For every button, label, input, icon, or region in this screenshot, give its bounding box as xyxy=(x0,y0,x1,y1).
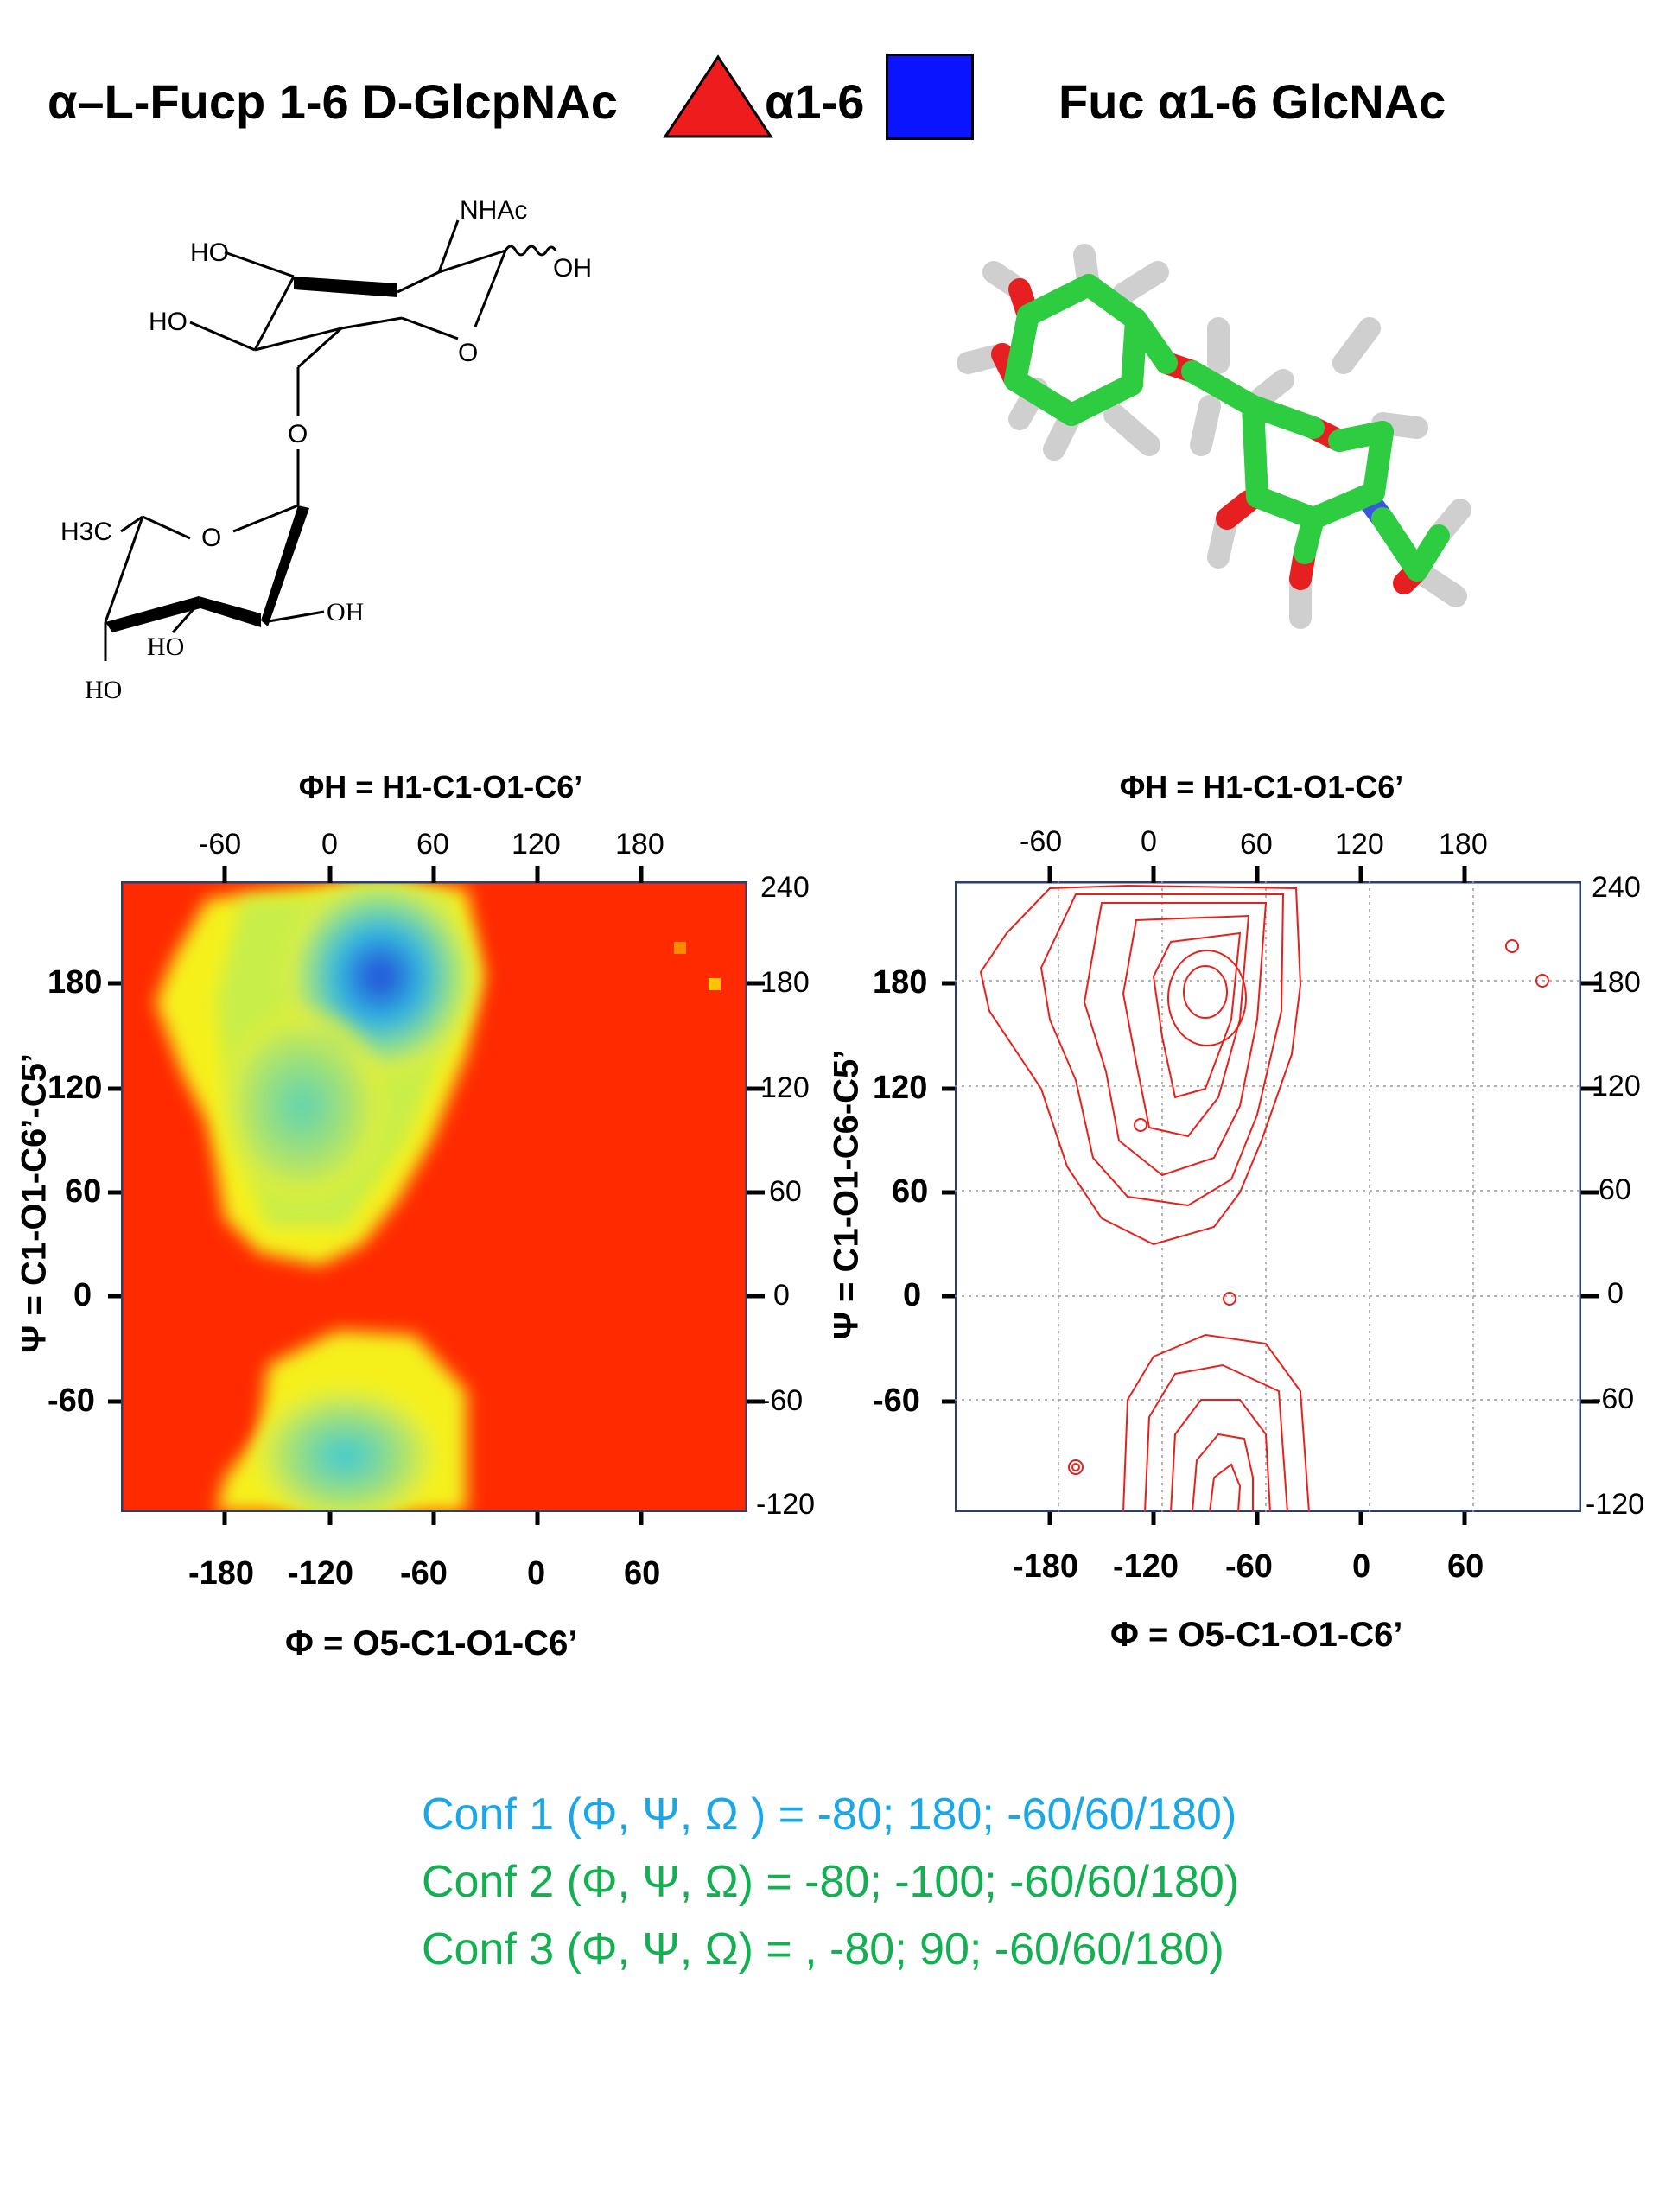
label-o-link: O xyxy=(288,420,308,448)
left-right-tick: 240 xyxy=(760,871,810,904)
left-y-tick: 60 xyxy=(65,1173,102,1210)
axis-tick-marks xyxy=(108,866,1599,1525)
left-right-tick: -60 xyxy=(760,1384,804,1417)
right-right-tick: 120 xyxy=(1592,1070,1641,1103)
left-right-tick: 120 xyxy=(760,1071,810,1104)
right-plot-top-title: ΦH = H1-C1-O1-C6’ xyxy=(1119,769,1404,804)
conf-3-text: Conf 3 (Φ, Ψ, Ω) = , -80; 90; -60/60/180… xyxy=(422,1924,1224,1974)
left-x-tick: 0 xyxy=(527,1555,546,1592)
right-right-tick: -120 xyxy=(1586,1488,1645,1521)
left-y-tick: 120 xyxy=(48,1070,103,1106)
label-nhac: NHAc xyxy=(460,196,527,225)
left-top-tick: 60 xyxy=(416,828,449,861)
left-heatmap-plot xyxy=(121,881,747,1512)
left-y-tick: -60 xyxy=(48,1382,95,1419)
label-o-ring-2: O xyxy=(201,524,221,552)
right-x-tick: 60 xyxy=(1447,1548,1484,1585)
right-y-tick: 180 xyxy=(873,964,928,1001)
right-y-axis-label: Ψ = C1-O1-C6-C5’ xyxy=(827,1049,866,1340)
right-right-tick: 240 xyxy=(1592,871,1641,904)
label-ho-4: HO xyxy=(85,676,122,704)
left-right-tick: 0 xyxy=(773,1279,790,1312)
left-x-tick: 60 xyxy=(624,1555,661,1592)
label-o-ring-1: O xyxy=(458,339,478,367)
square-symbol xyxy=(886,54,974,140)
label-ho-3: HO xyxy=(147,632,184,661)
linkage-label: α1-6 xyxy=(765,74,865,129)
right-contour-plot xyxy=(955,881,1581,1512)
right-top-tick: 0 xyxy=(1141,825,1157,858)
right-right-tick: 180 xyxy=(1592,966,1641,999)
title-left: α–L-Fucp 1-6 D-GlcpNAc xyxy=(48,74,618,129)
right-right-tick: 0 xyxy=(1607,1277,1624,1310)
left-top-tick: 120 xyxy=(512,828,561,861)
right-x-tick: -180 xyxy=(1013,1548,1079,1585)
right-top-tick: -60 xyxy=(1020,825,1063,858)
left-x-tick: -60 xyxy=(400,1555,448,1592)
left-y-tick: 0 xyxy=(73,1277,92,1313)
molecule-3d-model xyxy=(957,244,1471,629)
right-top-tick: 60 xyxy=(1240,828,1273,861)
left-y-axis-label: Ψ = C1-O1-C6’-C5’ xyxy=(15,1053,54,1353)
right-x-tick: -60 xyxy=(1225,1548,1273,1585)
left-top-tick: -60 xyxy=(199,828,242,861)
left-x-tick: -120 xyxy=(288,1555,354,1592)
right-y-tick: -60 xyxy=(873,1382,920,1419)
left-y-tick: 180 xyxy=(48,964,103,1001)
label-ho-1: HO xyxy=(190,238,229,267)
right-y-tick: 60 xyxy=(892,1173,929,1210)
right-x-axis-label: Φ = O5-C1-O1-C6’ xyxy=(1110,1616,1403,1654)
right-right-tick: -60 xyxy=(1592,1382,1635,1415)
label-oh-1: OH xyxy=(553,254,592,283)
right-top-tick: 180 xyxy=(1439,828,1488,861)
left-top-tick: 0 xyxy=(321,828,338,861)
title-right: Fuc α1-6 GlcNAc xyxy=(1058,74,1446,129)
left-x-tick: -180 xyxy=(188,1555,255,1592)
right-top-tick: 120 xyxy=(1335,828,1384,861)
left-top-tick: 180 xyxy=(615,828,664,861)
right-x-tick: -120 xyxy=(1113,1548,1179,1585)
left-x-axis-label: Φ = O5-C1-O1-C6’ xyxy=(285,1624,578,1662)
left-right-tick: -120 xyxy=(756,1488,816,1521)
right-y-tick: 120 xyxy=(873,1070,928,1106)
triangle-symbol xyxy=(663,54,773,138)
chemical-structure: NHAc HO HO OH O O H3C O OH HO HO xyxy=(60,196,592,704)
label-ho-2: HO xyxy=(149,308,188,336)
label-h3c: H3C xyxy=(60,518,112,546)
left-plot-top-title: ΦH = H1-C1-O1-C6’ xyxy=(298,769,583,804)
right-y-tick: 0 xyxy=(903,1277,922,1313)
conf-1-text: Conf 1 (Φ, Ψ, Ω ) = -80; 180; -60/60/180… xyxy=(422,1789,1237,1840)
right-x-tick: 0 xyxy=(1352,1548,1371,1585)
left-right-tick: 60 xyxy=(769,1175,802,1208)
label-oh-2: OH xyxy=(327,598,364,626)
right-right-tick: 60 xyxy=(1599,1173,1631,1206)
left-right-tick: 180 xyxy=(760,966,810,999)
conf-2-text: Conf 2 (Φ, Ψ, Ω) = -80; -100; -60/60/180… xyxy=(422,1857,1240,1907)
